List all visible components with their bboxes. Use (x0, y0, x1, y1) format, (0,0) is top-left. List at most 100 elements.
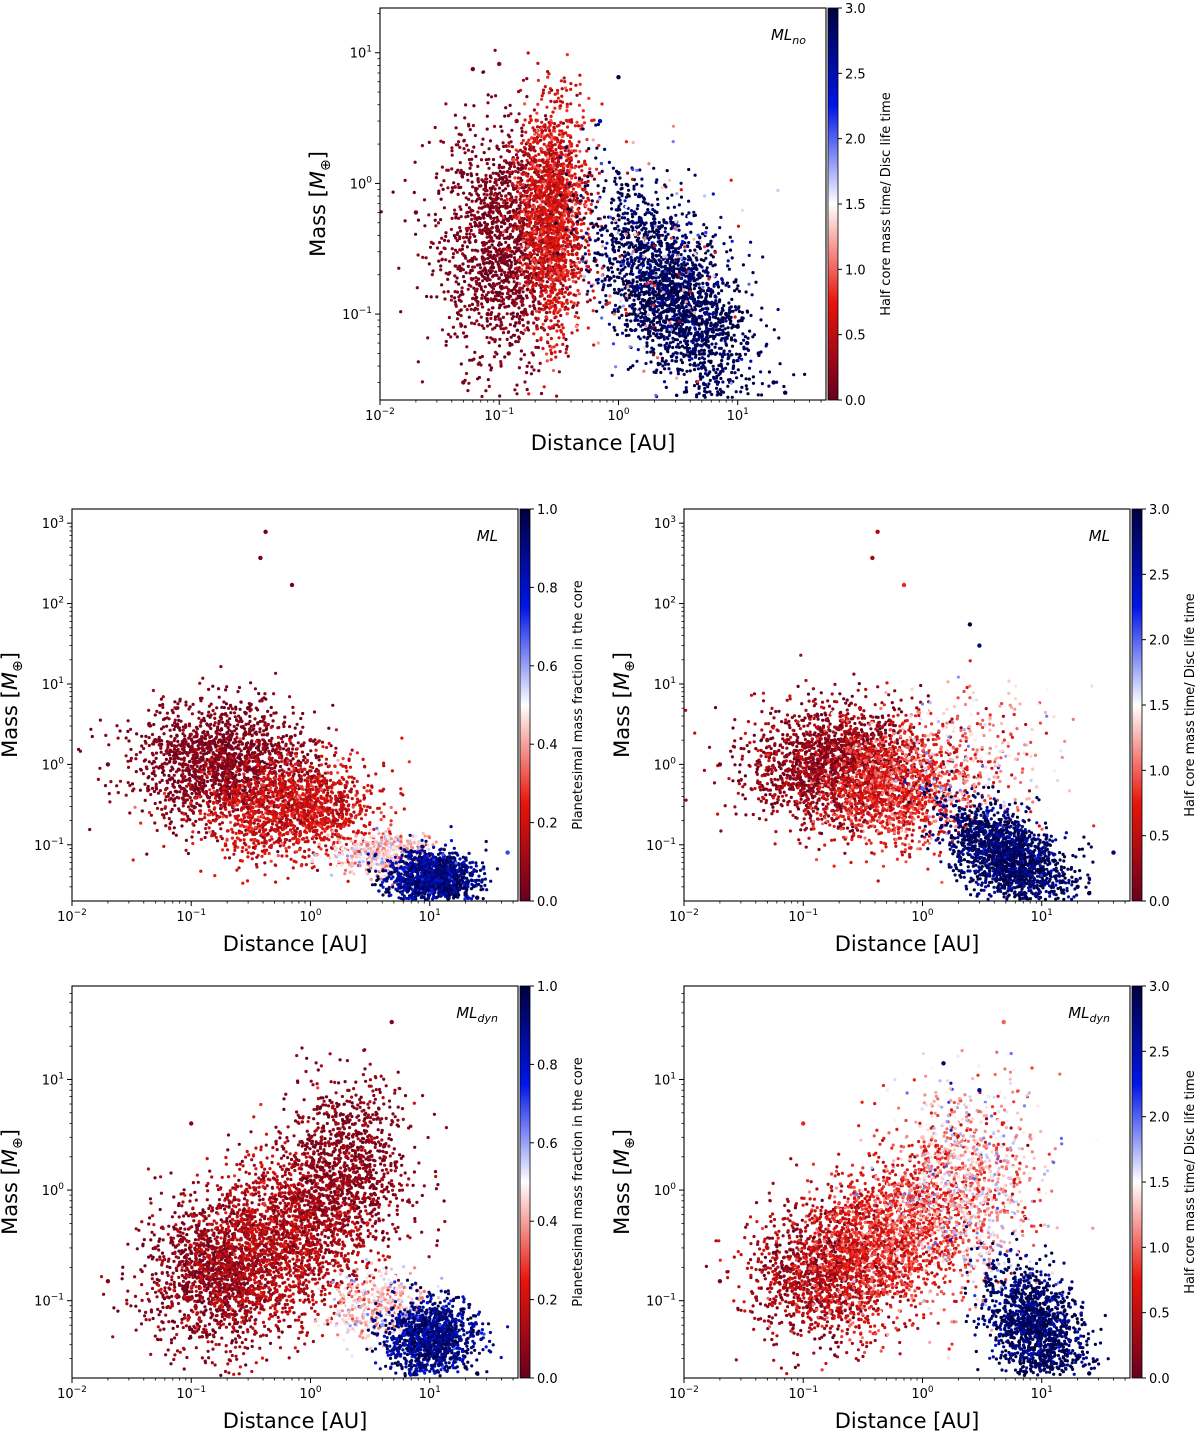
y-tick-exp: −1 (51, 837, 64, 847)
y-tick-base: 10 (654, 1073, 671, 1088)
y-tick-label: 101 (42, 676, 64, 693)
point-cloud (704, 1049, 1110, 1377)
data-point (553, 193, 559, 199)
y-axis-label: Mass [M⊕] (306, 151, 334, 257)
model-label: MLdyn (1068, 1004, 1110, 1025)
x-tick-base: 10 (365, 409, 382, 424)
x-tick-base: 10 (57, 1387, 74, 1402)
data-point (1087, 891, 1092, 896)
x-tick-base: 10 (176, 1387, 193, 1402)
colorbar-tick-label: 0.6 (537, 1137, 558, 1152)
y-tick-exp: 3 (58, 515, 64, 525)
x-tick-exp: −1 (805, 1385, 818, 1395)
y-label-text: Mass [ (0, 1167, 22, 1235)
data-point (263, 529, 268, 534)
y-label-sub: ⊕ (10, 660, 26, 672)
data-point (461, 170, 466, 176)
model-sub: no (792, 34, 806, 47)
data-point (514, 118, 519, 124)
y-tick-label: 100 (42, 756, 65, 773)
colorbar-tick-label: 0.0 (1149, 1372, 1170, 1387)
x-tick-base: 10 (57, 910, 74, 925)
x-tick-base: 10 (788, 910, 805, 925)
y-tick-exp: 0 (366, 175, 372, 185)
data-point (544, 272, 549, 277)
x-tick-label: 101 (419, 1385, 441, 1402)
data-point (801, 786, 806, 791)
model-sub: dyn (1090, 1012, 1110, 1025)
x-axis-label: Distance [AU] (223, 1409, 368, 1433)
y-label-end: ] (0, 652, 22, 660)
y-label-unit: M (0, 1149, 22, 1167)
point-cloud (77, 665, 499, 901)
colorbar-tick-label: 1.5 (845, 198, 866, 213)
y-label-unit: M (306, 171, 330, 189)
y-tick-base: 10 (34, 839, 51, 854)
data-point (908, 1187, 914, 1193)
colorbar-tick-label: 0.0 (1149, 895, 1170, 910)
data-point (272, 770, 277, 775)
x-tick-exp: −2 (74, 908, 87, 918)
y-tick-label: 100 (42, 1182, 65, 1199)
data-point (463, 1365, 468, 1370)
model-name: ML (1089, 527, 1110, 545)
data-point (1028, 860, 1033, 865)
data-point (475, 1371, 480, 1376)
data-point (1075, 1356, 1080, 1361)
data-point (977, 643, 982, 648)
colorbar-tick-label: 1.0 (845, 263, 866, 278)
y-tick-label: 10−1 (342, 306, 372, 323)
y-tick-base: 10 (42, 678, 59, 693)
model-name: ML (477, 527, 498, 545)
data-point (771, 380, 776, 385)
y-tick-label: 102 (42, 596, 64, 613)
colorbar-tick-label: 3.0 (1149, 503, 1170, 518)
data-point (1003, 1298, 1008, 1303)
data-point (765, 738, 770, 743)
y-label-text: Mass [ (610, 1167, 634, 1235)
data-point (1039, 866, 1044, 872)
y-tick-label: 102 (654, 596, 676, 613)
y-tick-base: 10 (646, 1295, 663, 1310)
y-label-end: ] (0, 1129, 22, 1137)
data-point (735, 324, 740, 329)
data-point (463, 891, 468, 896)
x-axis-label: Distance [AU] (835, 1409, 980, 1433)
y-tick-base: 10 (654, 598, 671, 613)
data-point (245, 706, 251, 711)
colorbar (1131, 985, 1143, 1379)
y-tick-base: 10 (350, 177, 367, 192)
colorbar-label: Half core mass time/ Disc life time (1183, 593, 1198, 817)
data-point (448, 1356, 453, 1361)
data-point (485, 311, 490, 317)
data-point (1049, 1342, 1054, 1347)
y-axis-label: Mass [M⊕] (610, 652, 638, 758)
y-tick-label: 100 (654, 756, 677, 773)
colorbar-tick-label: 2.0 (1149, 1111, 1170, 1126)
colorbar-tick-label: 0.5 (1149, 830, 1170, 845)
colorbar-tick-label: 1.0 (537, 980, 558, 995)
x-tick-label: 100 (607, 407, 630, 424)
data-point (920, 1135, 925, 1140)
x-tick-exp: 1 (743, 407, 749, 417)
data-point (505, 850, 510, 855)
x-tick-exp: 0 (316, 1385, 322, 1395)
x-tick-exp: 0 (316, 908, 322, 918)
colorbar-label: Planetesimal mass fraction in the core (571, 580, 586, 830)
data-point (506, 351, 511, 356)
data-point (105, 1279, 111, 1284)
x-tick-base: 10 (669, 910, 686, 925)
data-point (401, 866, 406, 872)
data-point (344, 1154, 349, 1160)
data-point (413, 210, 419, 215)
x-tick-label: 101 (1031, 908, 1053, 925)
data-point (189, 1121, 194, 1126)
y-tick-exp: −1 (663, 1293, 676, 1303)
data-point (884, 1245, 889, 1251)
x-tick-exp: −2 (74, 1385, 87, 1395)
x-tick-base: 10 (1031, 1387, 1048, 1402)
data-point (1075, 884, 1080, 889)
y-axis-label: Mass [M⊕] (610, 1129, 638, 1235)
